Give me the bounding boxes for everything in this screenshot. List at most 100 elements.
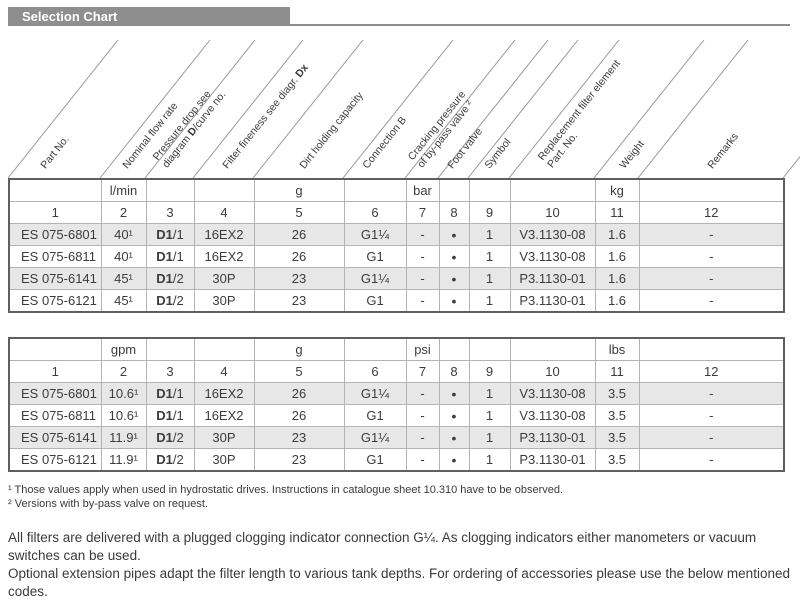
- table-cell: V3.1130-08: [509, 382, 596, 405]
- diagonal-line: [437, 40, 549, 178]
- diagonal-line: [342, 40, 454, 178]
- table-cell: 3.5: [594, 404, 640, 427]
- table-cell: [8, 178, 102, 202]
- table-cell: 12: [638, 201, 785, 224]
- table-cell: P3.1130-01: [509, 267, 596, 290]
- table-cell: 3.5: [594, 448, 640, 472]
- table-cell: [8, 337, 102, 361]
- table-cell: 1: [8, 360, 102, 383]
- table-cell: 30P: [193, 289, 255, 313]
- table-cell: 40¹: [100, 245, 147, 268]
- table-cell: -: [638, 267, 785, 290]
- table-cell: 23: [253, 267, 345, 290]
- table-cell: •: [438, 289, 470, 313]
- table-cell: 1.6: [594, 223, 640, 246]
- table-cell: -: [405, 245, 440, 268]
- table-row-units: gpm g psi lbs: [8, 337, 785, 361]
- table-cell: 30P: [193, 426, 255, 449]
- table-cell: 1: [468, 382, 511, 405]
- table-cell: 5: [253, 360, 345, 383]
- table-cell: -: [405, 448, 440, 472]
- table-cell: -: [405, 426, 440, 449]
- table-row-data-4: ES 075-6121 45¹ D1/2 30P 23 G1- • 1 P3.1130-01 1.…: [8, 289, 785, 313]
- table-cell: •: [438, 267, 470, 290]
- table-cell: psi: [405, 337, 440, 361]
- table-cell: ES 075-6121: [8, 448, 102, 472]
- table-cell: 16EX2: [193, 404, 255, 427]
- table-cell: 11: [594, 360, 640, 383]
- table-cell: [193, 178, 255, 202]
- table-cell: D1/2: [145, 289, 195, 313]
- table-cell: 26: [253, 223, 345, 246]
- diagonal-line: [99, 40, 211, 178]
- diagonal-line: [508, 40, 620, 178]
- table-cell: bar: [405, 178, 440, 202]
- table-cell: 3.5: [594, 426, 640, 449]
- footnotes: ¹ Those values apply when used in hydros…: [8, 483, 563, 511]
- table-cell: 7: [405, 360, 440, 383]
- table-cell: G1¼: [343, 426, 407, 449]
- table-cell: 45¹: [100, 267, 147, 290]
- table-cell: ES 075-6801: [8, 223, 102, 246]
- table-cell: -: [405, 404, 440, 427]
- table-cell: V3.1130-08: [509, 223, 596, 246]
- diagonal-line: [7, 40, 119, 178]
- table-cell: 4: [193, 360, 255, 383]
- table-cell: 1: [8, 201, 102, 224]
- table-cell: -: [638, 382, 785, 405]
- table-cell: D1/2: [145, 267, 195, 290]
- table-cell: 7: [405, 201, 440, 224]
- table-cell: G1¼: [343, 382, 407, 405]
- table-cell: G1: [343, 245, 407, 268]
- table-cell: 16EX2: [193, 223, 255, 246]
- table-row-data-2: ES 075-6811 40¹ D1/1 16EX2 26 G1- • 1 V3.1130-08…: [8, 245, 785, 268]
- table-cell: D1/1: [145, 404, 195, 427]
- table-cell: 23: [253, 426, 345, 449]
- table-cell: 40¹: [100, 223, 147, 246]
- table-cell: l/min: [100, 178, 147, 202]
- table-cell: kg: [594, 178, 640, 202]
- table-cell: P3.1130-01: [509, 289, 596, 313]
- diagonal-line: [782, 155, 800, 178]
- table-cell: •: [438, 245, 470, 268]
- table-cell: 1: [468, 448, 511, 472]
- table-cell: -: [638, 426, 785, 449]
- table-cell: 10: [509, 201, 596, 224]
- table-cell: 6: [343, 201, 407, 224]
- table-cell: 3: [145, 360, 195, 383]
- table-cell: [509, 337, 596, 361]
- table-cell: 30P: [193, 448, 255, 472]
- table-cell: 2: [100, 360, 147, 383]
- table-cell: V3.1130-08: [509, 245, 596, 268]
- table-cell: -: [638, 223, 785, 246]
- table-cell: 10: [509, 360, 596, 383]
- table-cell: D1/1: [145, 223, 195, 246]
- table-cell: 26: [253, 382, 345, 405]
- table-cell: -: [405, 382, 440, 405]
- diagonal-line: [467, 40, 579, 178]
- table-cell: ES 075-6811: [8, 245, 102, 268]
- table-cell: 23: [253, 448, 345, 472]
- table-cell: 1.6: [594, 267, 640, 290]
- table-cell: •: [438, 448, 470, 472]
- table-cell: 1: [468, 404, 511, 427]
- table-cell: 11.9¹: [100, 448, 147, 472]
- table-cell: G1: [343, 448, 407, 472]
- table-cell: 23: [253, 289, 345, 313]
- table-cell: D1/2: [145, 448, 195, 472]
- table-cell: •: [438, 404, 470, 427]
- table-row-numbers: 1 2 3 4 5 6 7 8 9 10 11 12: [8, 201, 785, 224]
- diagonal-line: [593, 40, 705, 178]
- table-cell: [468, 337, 511, 361]
- table-row-units: l/min g bar kg: [8, 178, 785, 202]
- note-paragraph-2: Optional extension pipes adapt the filte…: [8, 566, 790, 599]
- table-cell: 30P: [193, 267, 255, 290]
- table-cell: 26: [253, 404, 345, 427]
- table-cell: 8: [438, 201, 470, 224]
- table-cell: 2: [100, 201, 147, 224]
- table-cell: 3: [145, 201, 195, 224]
- table-cell: [343, 178, 407, 202]
- diagonal-line: [144, 40, 256, 178]
- table-cell: 1.6: [594, 245, 640, 268]
